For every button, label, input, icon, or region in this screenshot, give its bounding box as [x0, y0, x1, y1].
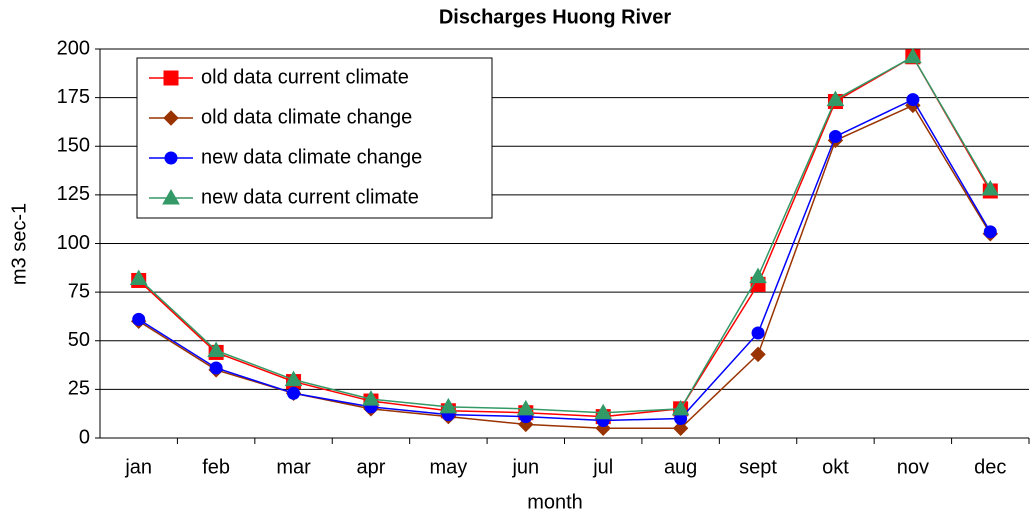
data-point: [284, 370, 303, 387]
x-tick-label: jul: [592, 456, 613, 478]
chart-title: Discharges Huong River: [439, 6, 672, 28]
data-point: [981, 180, 1000, 196]
y-tick-label: 150: [57, 135, 90, 157]
x-tick-label: may: [429, 456, 467, 478]
data-point: [904, 47, 922, 64]
data-point: [209, 361, 223, 375]
data-point: [439, 397, 458, 414]
series-line: [138, 55, 991, 418]
y-tick-label: 125: [57, 183, 90, 205]
x-tick-label: mar: [276, 456, 311, 478]
data-point: [751, 326, 765, 340]
y-tick-label: 25: [68, 378, 90, 400]
data-point: [132, 312, 146, 326]
legend-marker: [164, 151, 178, 165]
data-point: [749, 267, 767, 284]
data-point: [129, 269, 148, 286]
x-tick-label: apr: [357, 456, 386, 478]
y-tick-label: 0: [79, 426, 90, 448]
series-line: [138, 98, 991, 422]
data-point: [672, 420, 689, 436]
legend-box: [136, 57, 493, 219]
data-point: [671, 399, 690, 416]
x-tick-label: okt: [822, 456, 849, 478]
y-tick-label: 75: [68, 280, 90, 302]
data-point: [906, 93, 920, 107]
x-axis-label: month: [527, 491, 583, 512]
y-tick-label: 200: [57, 37, 90, 59]
x-tick-label: sept: [739, 456, 777, 478]
x-tick-label: dec: [974, 456, 1006, 478]
x-tick-label: feb: [202, 456, 230, 478]
y-tick-label: 100: [57, 232, 90, 254]
x-tick-label: jun: [511, 456, 539, 478]
y-axis-label: m3 sec-1: [8, 203, 30, 285]
data-point: [983, 225, 997, 239]
data-point: [594, 403, 613, 420]
series-line: [138, 55, 991, 414]
x-tick-label: nov: [897, 456, 929, 478]
data-point: [207, 341, 225, 357]
legend-label: old data current climate: [201, 66, 409, 88]
legend-label: new data climate change: [201, 146, 422, 168]
data-point: [828, 130, 842, 144]
y-tick-label: 50: [68, 329, 90, 351]
legend-marker: [162, 188, 180, 205]
legend-marker: [163, 110, 179, 126]
legend-label: new data current climate: [201, 186, 419, 208]
data-point: [750, 346, 766, 363]
data-point: [826, 90, 845, 107]
x-tick-label: aug: [664, 456, 697, 478]
y-tick-label: 175: [57, 86, 90, 108]
legend-marker: [163, 70, 179, 86]
x-tick-label: jan: [124, 456, 152, 478]
legend-label: old data climate change: [201, 106, 412, 128]
data-point: [516, 399, 535, 416]
data-point: [362, 390, 380, 406]
data-point: [287, 386, 301, 400]
